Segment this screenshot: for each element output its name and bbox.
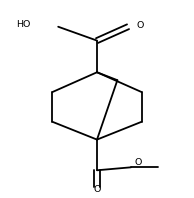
Text: O: O — [137, 21, 144, 30]
Text: O: O — [93, 186, 101, 194]
Text: O: O — [135, 158, 142, 167]
Text: HO: HO — [16, 20, 30, 29]
